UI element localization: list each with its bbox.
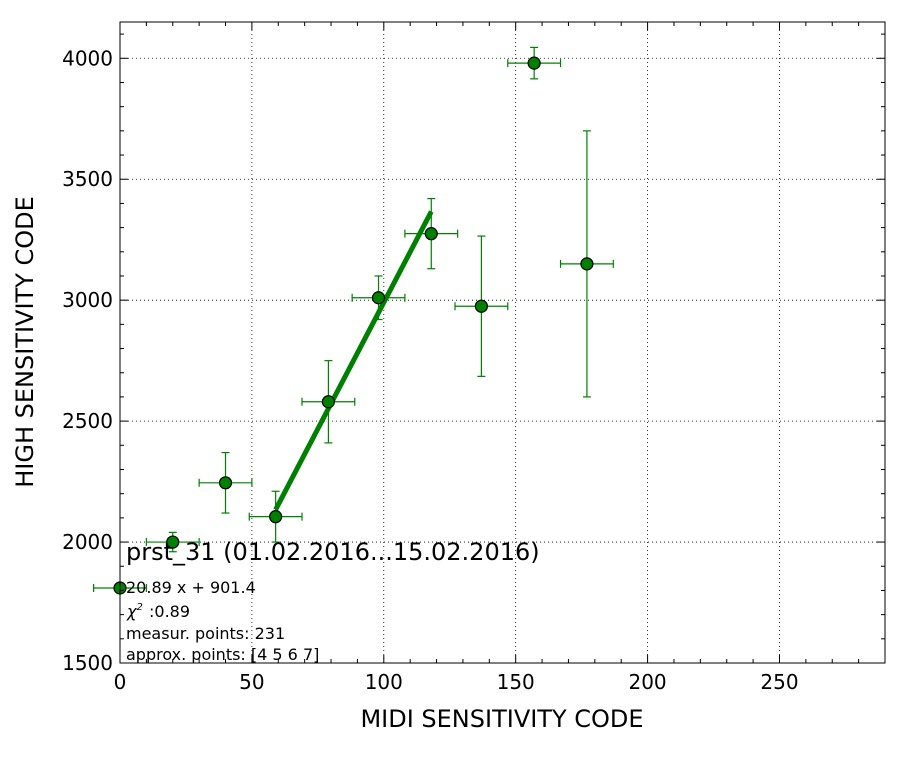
y-tick-label: 1500	[62, 651, 113, 675]
x-tick-label: 250	[760, 670, 798, 694]
annotation-title: prst_31 (01.02.2016...15.02.2016)	[126, 538, 540, 566]
annotation-approx-points: approx. points: [4 5 6 7]	[126, 645, 319, 664]
data-point	[269, 510, 283, 524]
fit-line-layer	[273, 210, 434, 511]
x-tick-label: 150	[497, 670, 535, 694]
data-point	[474, 299, 488, 313]
annotation-chi2-symbol: χ2	[126, 602, 143, 621]
axis-ticks: 0 50 100 150 200 250 1500 2000 2500 3000 3500 4000	[62, 22, 886, 694]
x-tick-label: 100	[365, 670, 403, 694]
y-tick-label: 2500	[62, 409, 113, 433]
grid-lines	[119, 22, 885, 664]
data-point	[371, 291, 386, 305]
y-tick-label: 2000	[62, 530, 113, 554]
data-point	[218, 476, 233, 490]
x-tick-label: 0	[114, 670, 127, 694]
fit-line	[273, 210, 434, 511]
error-bars-layer	[93, 46, 614, 593]
annotation-measur-points: measur. points: 231	[126, 624, 285, 643]
annotation-equation: 20.89 x + 901.4	[126, 578, 256, 597]
data-point	[321, 395, 335, 409]
data-point	[166, 535, 180, 549]
x-axis-label: MIDI SENSITIVITY CODE	[360, 705, 643, 733]
data-point	[424, 227, 438, 241]
data-point	[580, 257, 594, 271]
y-tick-label: 3500	[62, 167, 113, 191]
y-tick-label: 4000	[62, 46, 113, 70]
y-tick-label: 3000	[62, 288, 113, 312]
y-axis-label: HIGH SENSITIVITY CODE	[11, 196, 39, 488]
x-tick-label: 50	[239, 670, 264, 694]
plot-frame	[119, 21, 886, 664]
annotation-chi2: :0.89	[149, 602, 190, 621]
data-points-layer	[113, 56, 594, 595]
data-point	[527, 56, 541, 70]
x-tick-label: 200	[628, 670, 666, 694]
